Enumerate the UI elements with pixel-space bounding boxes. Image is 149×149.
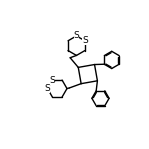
- Text: S: S: [82, 36, 88, 45]
- Text: S: S: [74, 31, 79, 40]
- Text: S: S: [45, 84, 50, 93]
- Text: S: S: [49, 76, 55, 85]
